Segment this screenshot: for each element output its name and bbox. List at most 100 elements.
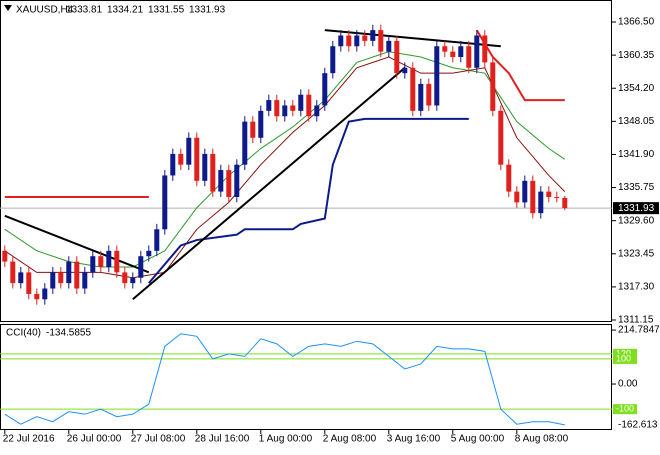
x-tick-label: 2 Aug 08:00: [323, 434, 377, 445]
indicator-line: [4, 214, 150, 274]
cci-level-box: [613, 353, 637, 364]
candle-body: [250, 121, 256, 138]
main-panel-frame: [0, 0, 612, 322]
candle-body: [562, 198, 568, 209]
cci-level-box: [613, 404, 637, 415]
indicator-line: [475, 29, 565, 102]
candle-body: [242, 121, 248, 165]
candle-body: [98, 256, 104, 267]
y-tick-label: 1348.05: [618, 116, 655, 127]
candle-body: [162, 175, 168, 230]
candle-body: [522, 180, 528, 203]
current-price-label: 1331.93: [618, 203, 655, 214]
candle-body: [226, 170, 232, 197]
ohlc-low: 1331.55: [148, 5, 185, 16]
candle-body: [418, 83, 424, 111]
y-tick-label: 1317.30: [618, 282, 655, 293]
cci-level-label: -100: [616, 404, 634, 414]
candle-body: [378, 30, 384, 52]
candle-body: [138, 256, 144, 278]
candle-body: [82, 272, 88, 289]
y-tick-label: 1323.45: [618, 248, 655, 259]
symbol: XAUUSD,H4: [16, 5, 74, 16]
x-tick-label: 8 Aug 08:00: [515, 434, 569, 445]
candle-body: [50, 272, 56, 289]
cci-level-label: 100: [616, 353, 631, 363]
candle-body: [2, 250, 8, 262]
candle-body: [530, 180, 536, 214]
cci-title: CCI(40): [6, 328, 41, 339]
indicator-line: [324, 29, 501, 48]
candle-body: [122, 272, 128, 284]
candle-body: [10, 261, 16, 284]
cci-level-box: [613, 348, 637, 359]
y-tick-label: 1311.15: [618, 315, 654, 326]
candle-body: [74, 261, 80, 289]
candle-body: [426, 83, 432, 106]
candle-body: [306, 94, 312, 117]
symbol-icon: [4, 5, 12, 11]
candle-body: [490, 62, 496, 111]
x-tick-label: 3 Aug 16:00: [387, 434, 441, 445]
ohlc-open: 1333.81: [66, 5, 103, 16]
x-tick-label: 27 Jul 08:00: [131, 434, 186, 445]
candle-body: [362, 35, 368, 41]
candle-body: [202, 153, 208, 181]
candle-body: [410, 67, 416, 111]
candle-body: [106, 250, 112, 267]
y-tick-label: 1354.20: [618, 83, 655, 94]
candle-body: [66, 261, 72, 284]
candle-body: [114, 250, 120, 273]
candle-body: [354, 35, 360, 47]
candle-body: [146, 250, 152, 257]
current-price-box: [613, 202, 659, 215]
cci-current-box: [613, 418, 659, 431]
ohlc-close: 1331.93: [189, 5, 226, 16]
indicator-line: [132, 67, 406, 301]
candle-body: [434, 46, 440, 106]
cci-line: [4, 333, 565, 426]
candle-body: [170, 153, 176, 176]
candle-body: [178, 153, 184, 165]
x-tick-label: 26 Jul 00:00: [67, 434, 122, 445]
candle-body: [482, 35, 488, 63]
candle-body: [514, 191, 520, 203]
cci-panel-frame: [0, 324, 612, 430]
candle-body: [194, 137, 200, 181]
x-tick-label: 22 Jul 2016: [3, 434, 55, 445]
candle-body: [330, 46, 336, 74]
candle-body: [538, 191, 544, 214]
indicator-line: [148, 117, 469, 284]
candle-body: [210, 153, 216, 192]
candle-body: [234, 164, 240, 197]
x-tick-label: 1 Aug 00:00: [259, 434, 313, 445]
cci-level-label: 120: [616, 348, 631, 358]
candle-body: [34, 293, 40, 300]
candle-body: [282, 105, 288, 117]
candle-body: [26, 272, 32, 294]
x-tick-label: 5 Aug 00:00: [451, 434, 505, 445]
candle-body: [386, 40, 392, 52]
candle-body: [154, 229, 160, 251]
candle-body: [554, 196, 560, 199]
candle-body: [506, 164, 512, 192]
candle-body: [186, 137, 192, 165]
candle-body: [370, 30, 376, 41]
candle-body: [346, 35, 352, 47]
y-tick-label: 1366.50: [618, 17, 655, 28]
candle-body: [58, 272, 64, 284]
candle-body: [402, 67, 408, 74]
cci-current-label: -162.613: [618, 420, 658, 431]
y-tick-label: 1329.60: [618, 215, 655, 226]
cci-last-value: -134.5855: [46, 328, 91, 339]
candle-body: [18, 272, 24, 284]
candle-body: [258, 110, 264, 138]
candle-body: [458, 46, 464, 58]
y-tick-label: 214.7847: [618, 325, 660, 336]
candle-body: [466, 46, 472, 68]
y-tick-label: 1341.90: [618, 149, 655, 160]
candle-body: [498, 110, 504, 165]
x-tick-label: 28 Jul 16:00: [195, 434, 250, 445]
